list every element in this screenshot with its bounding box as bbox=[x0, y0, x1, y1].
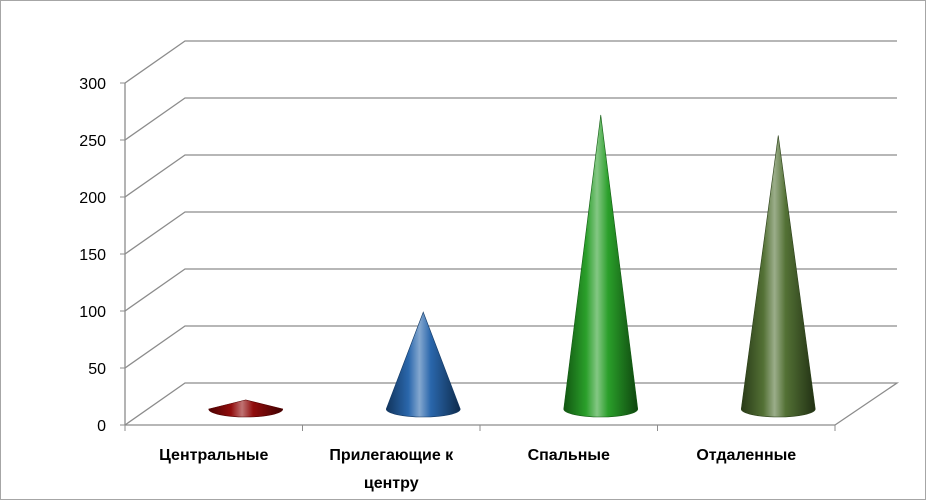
cone-body bbox=[208, 399, 284, 418]
cone-series bbox=[208, 114, 816, 418]
gridline bbox=[124, 268, 897, 312]
y-tick-label: 300 bbox=[79, 76, 106, 93]
cone-body bbox=[740, 135, 816, 418]
y-tick-label: 200 bbox=[79, 190, 106, 207]
gridline bbox=[124, 325, 897, 369]
gridline bbox=[124, 97, 897, 141]
x-axis: Центральные Прилегающие к центру Спальные От… bbox=[124, 424, 836, 492]
gridline bbox=[124, 211, 897, 255]
chart-floor bbox=[124, 382, 900, 426]
y-tick-label: 0 bbox=[97, 418, 106, 435]
x-category-label: Центральные bbox=[159, 447, 268, 464]
x-category-label: Спальные bbox=[528, 447, 610, 464]
x-category-label: Отдаленные bbox=[696, 447, 796, 464]
gridline bbox=[124, 154, 897, 198]
gridline bbox=[124, 40, 897, 84]
cone bbox=[740, 135, 816, 418]
x-category-label: Прилегающие к bbox=[329, 447, 454, 464]
x-category-label: центру bbox=[364, 475, 419, 492]
y-tick-label: 150 bbox=[79, 247, 106, 264]
cone-body bbox=[385, 311, 461, 418]
gridlines bbox=[124, 40, 897, 369]
chart-walls bbox=[124, 382, 900, 426]
y-tick-label: 250 bbox=[79, 133, 106, 150]
cone bbox=[563, 114, 639, 418]
y-tick-label: 50 bbox=[88, 361, 106, 378]
y-tick-label: 100 bbox=[79, 304, 106, 321]
cone-body bbox=[563, 114, 639, 418]
y-axis: 0 50 100 150 200 250 300 bbox=[79, 76, 126, 435]
cone bbox=[208, 399, 284, 418]
cone bbox=[385, 311, 461, 418]
